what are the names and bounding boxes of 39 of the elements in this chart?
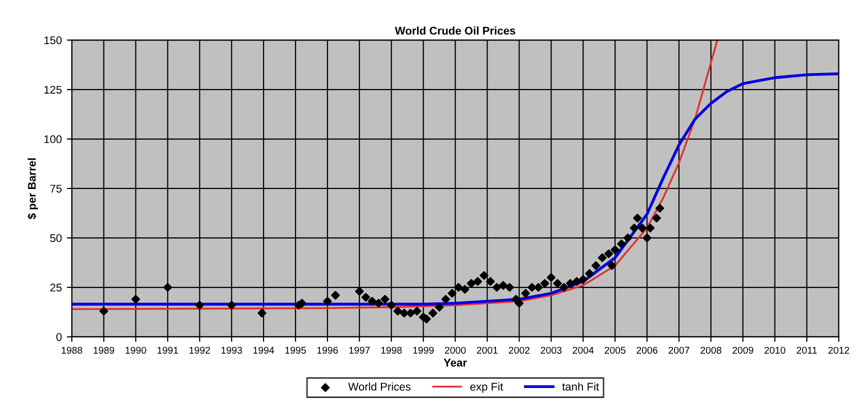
y-tick-label: 150 [44,36,62,44]
x-tick-label: 1994 [253,346,274,354]
x-tick-label: 1997 [349,346,370,354]
y-tick-label: 75 [50,184,62,193]
x-tick-label: 2006 [636,346,658,354]
x-tick-label: 2003 [540,346,562,354]
x-tick-label: 2005 [604,346,626,354]
y-tick-label: 0 [56,333,62,341]
legend-label: exp Fit [470,382,504,393]
x-tick-label: 2011 [796,346,817,354]
x-tick-label: 1993 [222,346,242,354]
line-series [72,40,718,310]
x-tick-label: 1991 [158,346,178,354]
chart-title: World Crude Oil Prices [394,26,516,35]
x-tick-label: 2008 [700,346,722,354]
x-tick-label: 2012 [828,346,850,354]
x-tick-label: 1990 [126,346,146,354]
y-tick-label: 125 [44,86,62,94]
y-tick-label: 50 [50,234,62,242]
legend-label: tanh Fit [562,382,600,391]
x-tick-label: 1995 [285,346,306,354]
x-tick-label: 2007 [668,346,690,354]
x-axis-title: Year [444,358,467,367]
legend-label: World Prices [348,382,411,391]
x-tick-label: 1988 [62,346,82,354]
x-tick-label: 1999 [413,346,434,354]
x-tick-label: 1996 [317,346,338,354]
x-tick-label: 2001 [476,346,498,354]
y-axis-title: $ per Barrel [27,158,38,220]
x-tick-label: 1998 [381,346,402,354]
x-tick-label: 2002 [508,346,530,354]
y-tick-label: 100 [44,135,62,144]
x-tick-label: 1992 [190,346,210,354]
y-tick-label: 25 [50,284,62,292]
x-tick-label: 1989 [94,346,114,354]
x-tick-label: 2000 [444,346,466,354]
x-tick-label: 2009 [732,346,754,354]
x-tick-label: 2010 [764,346,786,354]
x-tick-label: 2004 [572,346,594,354]
